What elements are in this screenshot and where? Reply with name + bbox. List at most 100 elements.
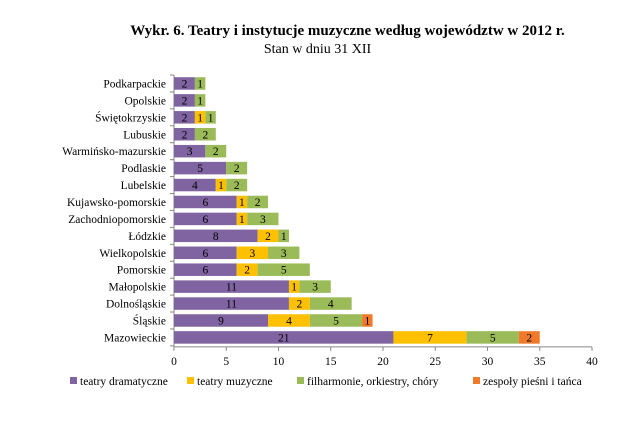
- data-label: 2: [234, 180, 240, 192]
- data-label: 11: [226, 299, 237, 311]
- legend-label: teatry muzyczne: [197, 376, 273, 388]
- data-label: 9: [218, 315, 224, 327]
- data-label: 2: [526, 332, 532, 344]
- bar-segment: [174, 94, 195, 107]
- bar-segment: [205, 144, 227, 158]
- legend-swatch: [297, 377, 304, 384]
- bar-segment: [393, 331, 467, 344]
- category-label: Podkarpackie: [103, 78, 166, 90]
- bar-segment: [466, 331, 519, 344]
- bar-segment: [174, 77, 195, 90]
- x-tick-label: 5: [223, 356, 229, 368]
- data-label: 3: [281, 248, 287, 260]
- bar-segment: [174, 128, 195, 141]
- bar-segment: [236, 263, 258, 276]
- data-label: 4: [328, 299, 334, 311]
- data-label: 2: [182, 129, 188, 141]
- x-tick-label: 20: [377, 356, 389, 368]
- data-label: 5: [197, 163, 203, 175]
- bar-segment: [174, 280, 289, 293]
- x-tick-label: 35: [534, 356, 546, 368]
- bar-segment: [288, 280, 300, 293]
- data-label: 5: [281, 265, 287, 277]
- bar-segment: [174, 144, 206, 158]
- x-tick-label: 10: [273, 356, 285, 368]
- data-label: 21: [278, 332, 290, 344]
- legend-swatch: [70, 377, 77, 384]
- data-label: 6: [202, 265, 208, 277]
- bar-segment: [174, 111, 195, 124]
- bar-segment: [236, 195, 248, 209]
- category-label: Dolnośląskie: [106, 299, 166, 311]
- data-label: 2: [182, 95, 188, 107]
- data-label: 1: [218, 180, 224, 192]
- bar-segment: [205, 111, 216, 124]
- bar-segment: [194, 77, 206, 90]
- category-label: Śląskie: [133, 313, 166, 327]
- bar-segment: [174, 195, 237, 209]
- category-label: Kujawsko-pomorskie: [67, 197, 166, 209]
- bar-segment: [247, 195, 269, 209]
- data-label: 1: [197, 112, 203, 124]
- bar-segment: [174, 161, 227, 175]
- bar-segment: [226, 161, 248, 175]
- category-label: Zachodniopomorskie: [68, 214, 166, 226]
- data-label: 4: [286, 315, 292, 327]
- data-label: 1: [291, 282, 297, 294]
- bar-segment: [226, 178, 248, 192]
- data-label: 3: [260, 214, 266, 226]
- x-tick-label: 0: [171, 356, 177, 368]
- bar-segment: [257, 229, 279, 243]
- data-label: 5: [490, 332, 496, 344]
- data-label: 2: [244, 265, 250, 277]
- bar-segment: [215, 178, 227, 192]
- data-label: 1: [239, 214, 245, 226]
- category-label: Łódzkie: [128, 231, 166, 243]
- data-label: 7: [427, 332, 433, 344]
- bar-segment: [174, 229, 258, 243]
- bar-segment: [309, 314, 363, 327]
- data-label: 2: [297, 299, 303, 311]
- bar-segment: [299, 280, 331, 293]
- bar-segment: [174, 246, 237, 260]
- data-label: 1: [197, 95, 203, 107]
- chart-subtitle: Stan w dniu 31 XII: [263, 42, 372, 57]
- bar-segment: [194, 111, 206, 124]
- bar-segment: [194, 128, 216, 141]
- data-label: 6: [202, 197, 208, 209]
- data-label: 2: [213, 146, 219, 158]
- category-label: Pomorskie: [117, 265, 166, 277]
- data-label: 5: [333, 315, 339, 327]
- data-label: 6: [202, 214, 208, 226]
- bar-segment: [309, 297, 352, 310]
- bar-segment: [278, 229, 289, 243]
- data-label: 8: [213, 231, 219, 243]
- category-label: Mazowieckie: [104, 332, 166, 344]
- bar-segment: [174, 178, 216, 192]
- category-label: Opolskie: [124, 95, 166, 107]
- data-label: 11: [226, 282, 237, 294]
- bar-segment: [236, 212, 248, 226]
- data-label: 2: [265, 231, 271, 243]
- data-label: 1: [281, 231, 287, 243]
- legend-label: teatry dramatyczne: [80, 376, 168, 388]
- bar-segment: [174, 331, 394, 344]
- bar-segment: [247, 212, 279, 226]
- data-label: 2: [182, 112, 188, 124]
- category-label: Wielkopolskie: [99, 248, 166, 260]
- category-label: Lubuskie: [123, 129, 166, 141]
- x-tick-label: 30: [482, 356, 494, 368]
- bar-segment: [518, 331, 540, 344]
- bar-segment: [257, 263, 310, 276]
- data-label: 6: [202, 248, 208, 260]
- bar-segment: [268, 246, 300, 260]
- data-label: 2: [255, 197, 261, 209]
- bar-segment: [288, 297, 310, 310]
- data-label: 2: [202, 129, 208, 141]
- x-tick-label: 15: [325, 356, 337, 368]
- data-label: 2: [182, 78, 188, 90]
- legend-swatch: [473, 377, 480, 384]
- category-label: Małopolskie: [109, 282, 167, 294]
- bar-segment: [194, 94, 206, 107]
